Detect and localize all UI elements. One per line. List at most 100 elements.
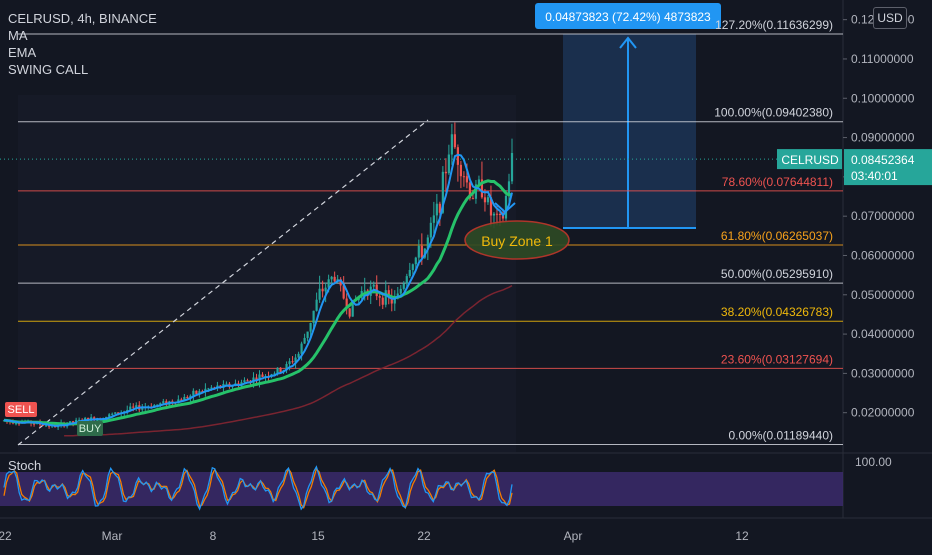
y-tick-label: 0.11000000 [851, 52, 914, 66]
fib-label: 0.00%(0.01189440) [728, 429, 833, 443]
sell-tag: SELL [8, 404, 35, 416]
candle-body [384, 290, 387, 305]
candle-body [381, 297, 384, 305]
candle-body [390, 297, 393, 304]
fib-label: 38.20%(0.04326783) [721, 305, 833, 319]
y-tick-label: 0.02000000 [851, 406, 915, 420]
candle-body [441, 171, 444, 213]
fib-label: 127.20%(0.11636299) [715, 18, 833, 32]
measure-box[interactable] [563, 33, 696, 228]
candle-body [225, 383, 228, 385]
candle-body [129, 406, 132, 410]
candle-body [315, 299, 318, 311]
candle-body [450, 134, 453, 155]
buy-zone-ellipse[interactable] [464, 220, 570, 260]
candle-body [405, 276, 408, 284]
candle-body [183, 396, 186, 401]
candle-body [399, 288, 402, 294]
buy-tag: BUY [79, 423, 102, 435]
chart-legend: CELRUSD, 4h, BINANCE MA EMA SWING CALL [8, 10, 157, 78]
pointer-arrow [494, 202, 516, 214]
candle-body [207, 388, 210, 390]
candle-body [276, 367, 279, 374]
candle-body [312, 310, 315, 323]
candle-body [504, 195, 508, 219]
candle-body [480, 179, 484, 198]
candle-body [498, 213, 502, 215]
candle-body [495, 213, 499, 215]
fib-label: 61.80%(0.06265037) [721, 229, 833, 243]
price-badge [844, 149, 932, 186]
fib-label: 78.60%(0.07644811) [722, 175, 833, 189]
candle-body [159, 403, 162, 405]
candle-body [294, 357, 297, 363]
candle-body [135, 405, 138, 408]
candle-body [489, 197, 493, 216]
candle-body [204, 388, 207, 392]
candle-body [492, 213, 496, 216]
currency-button[interactable]: USD [873, 7, 907, 29]
candle-body [111, 413, 114, 415]
candle-body [387, 290, 390, 298]
candle-body [339, 279, 342, 286]
candle-body [114, 412, 117, 414]
candle-body [363, 290, 366, 292]
candle-body [75, 419, 78, 423]
candle-body [432, 215, 435, 223]
measure-label-box[interactable] [535, 3, 721, 29]
fib-label: 100.00%(0.09402380) [714, 106, 833, 120]
candle-body [141, 407, 144, 410]
y-tick-label: 0.10000000 [851, 91, 915, 105]
candle-body [195, 390, 198, 394]
sell-tag-box[interactable] [5, 402, 37, 417]
candle-body [378, 296, 381, 298]
candle-body [327, 279, 330, 288]
candle-body [246, 380, 249, 382]
candle-body [279, 367, 282, 373]
candle-body [486, 197, 490, 203]
candle-body [348, 308, 351, 317]
candle-body [117, 412, 120, 414]
measure-label: 0.04873823 (72.42%) 4873823 [545, 10, 711, 24]
x-tick-label: Apr [564, 529, 583, 543]
legend-swing-call[interactable]: SWING CALL [8, 62, 89, 77]
candle-body [306, 331, 309, 338]
stoch-label: Stoch [8, 458, 42, 473]
y-tick-label: 0.05000000 [851, 288, 915, 302]
candle-body [330, 276, 333, 280]
candle-body [201, 391, 204, 393]
candle-body [303, 337, 306, 344]
candle-body [345, 298, 348, 309]
candle-body [210, 387, 213, 389]
candle-body [342, 285, 345, 299]
candle-body [47, 425, 51, 427]
y-tick-label: 0.03000000 [851, 366, 915, 380]
symbol-title: CELRUSD, 4h, BINANCE [8, 11, 157, 26]
candle-body [471, 198, 475, 200]
candle-body [243, 380, 246, 383]
x-tick-label: 8 [210, 529, 217, 543]
candle-body [273, 373, 276, 375]
candle-body [17, 423, 21, 425]
candle-body [300, 343, 303, 354]
ema-line [3, 153, 513, 427]
x-tick-label: 22 [0, 529, 12, 543]
legend-ema[interactable]: EMA [8, 45, 37, 60]
candle-body [417, 245, 420, 258]
buy-tag-box[interactable] [77, 421, 103, 436]
candle-body [189, 395, 192, 399]
fib-label: 50.00%(0.05295910) [721, 267, 833, 281]
candle-body [507, 181, 511, 196]
candle-body [474, 184, 478, 199]
candle-body [372, 284, 375, 287]
candle-body [192, 390, 195, 396]
y-tick-label: 0.04000000 [851, 327, 915, 341]
candle-body [318, 288, 321, 300]
candle-body [186, 396, 189, 399]
candle-body [180, 399, 183, 401]
legend-ma[interactable]: MA [8, 28, 28, 43]
candle-body [483, 197, 487, 203]
candle-body [32, 423, 36, 425]
